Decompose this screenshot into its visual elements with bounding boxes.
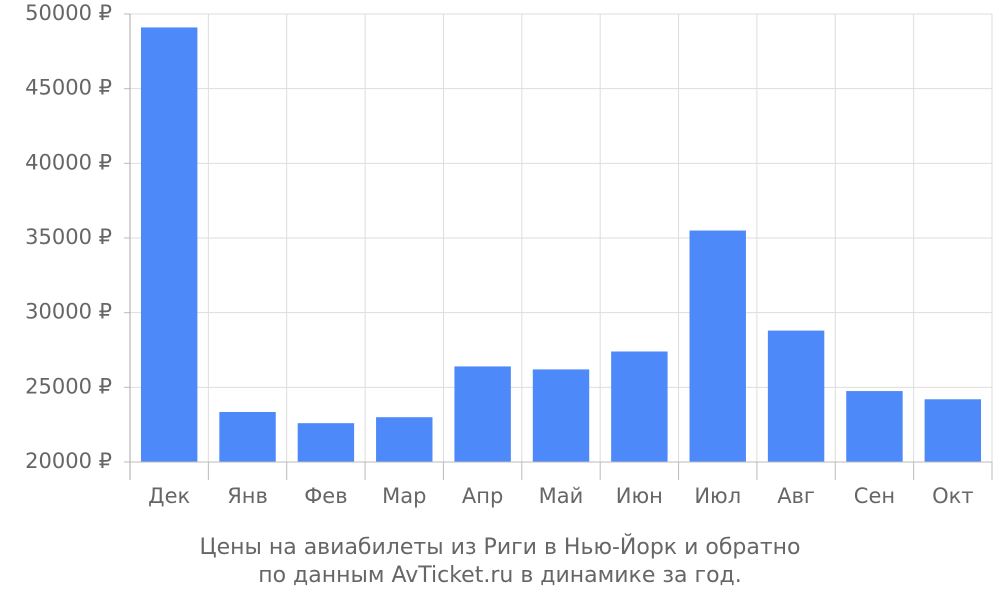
bar [767,330,825,462]
bar [376,417,433,462]
bar [454,366,511,462]
bar [140,27,198,462]
bar [924,399,982,462]
chart-title: Цены на авиабилеты из Риги в Нью-Йорк и … [199,534,800,560]
x-tick-label: Апр [462,484,503,508]
x-tick-label: Июн [616,484,663,508]
y-tick-label: 30000 ₽ [25,300,112,324]
x-tick-label: Окт [932,484,973,508]
x-tick-label: Май [539,484,584,508]
y-tick-label: 25000 ₽ [25,374,112,398]
x-tick-label: Июл [694,484,741,508]
y-tick-label: 50000 ₽ [25,1,112,25]
bar [297,423,355,462]
bar [611,351,668,462]
x-tick-label: Фев [304,484,347,508]
x-tick-label: Янв [227,484,268,508]
chart-subtitle: по данным AvTicket.ru в динамике за год. [258,563,742,588]
bar [846,391,903,462]
y-tick-label: 35000 ₽ [25,225,112,249]
bar [689,230,746,462]
x-tick-label: Дек [148,484,190,508]
y-tick-label: 40000 ₽ [25,150,112,174]
y-tick-label: 45000 ₽ [25,76,112,100]
bar [219,411,276,462]
x-tick-label: Мар [382,484,426,508]
y-tick-label: 20000 ₽ [25,449,112,473]
x-tick-label: Сен [854,484,895,508]
x-tick-label: Авг [777,484,815,508]
bar [532,369,590,462]
